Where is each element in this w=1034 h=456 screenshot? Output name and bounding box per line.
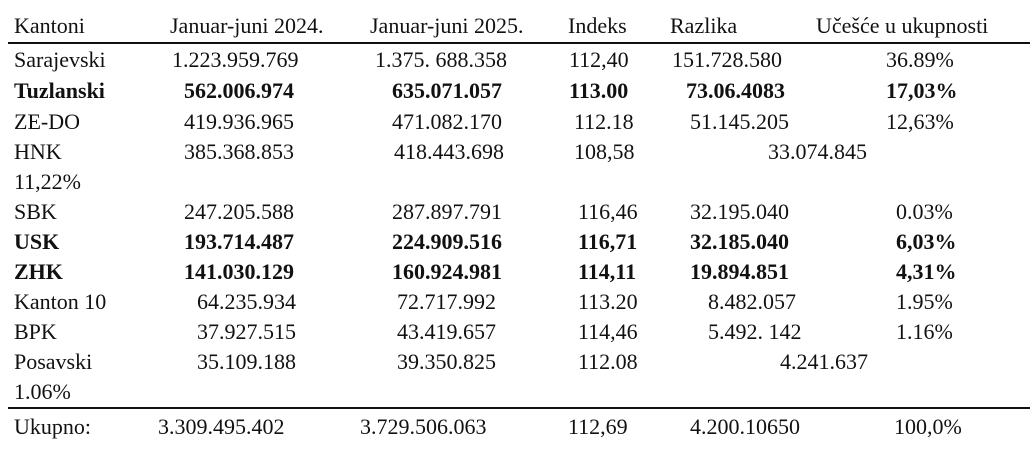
jan-jun-2025-cell: 160.924.981 <box>392 259 502 284</box>
difference-cell: 4.241.637 <box>780 349 868 374</box>
share-cell: 11,22% <box>14 169 82 194</box>
share-cell: 1.95% <box>896 289 953 314</box>
jan-jun-2024-cell: 64.235.934 <box>197 289 296 314</box>
jan-jun-2024-cell: 419.936.965 <box>184 109 294 134</box>
jan-jun-2025-cell: 39.350.825 <box>397 349 496 374</box>
table-rule-top <box>8 42 1030 44</box>
jan-jun-2024-cell: 193.714.487 <box>184 229 294 254</box>
jan-jun-2025-cell: 224.909.516 <box>392 229 502 254</box>
jan-jun-2025-cell: 43.419.657 <box>397 319 496 344</box>
header-canton-cell: Kantoni <box>14 13 85 38</box>
index-cell: 114,11 <box>578 259 637 284</box>
jan-jun-2025-cell: 471.082.170 <box>392 109 502 134</box>
canton-cell: ZHK <box>14 259 63 284</box>
header-difference-cell: Razlika <box>670 13 738 38</box>
index-cell: 112.18 <box>574 109 634 134</box>
header-jan-jun-2024-cell: Januar-juni 2024. <box>170 13 324 38</box>
header-jan-jun-2025-cell: Januar-juni 2025. <box>370 13 524 38</box>
total-share-cell: 100,0% <box>894 414 962 439</box>
difference-cell: 151.728.580 <box>672 47 782 72</box>
header-share-cell: Učešće u ukupnosti <box>816 13 989 38</box>
share-cell: 1.06% <box>14 379 71 404</box>
index-cell: 112,40 <box>569 47 629 72</box>
difference-cell: 8.482.057 <box>708 289 796 314</box>
canton-cell: Posavski <box>14 349 93 374</box>
canton-cell: USK <box>14 229 60 254</box>
jan-jun-2024-cell: 247.205.588 <box>184 199 294 224</box>
jan-jun-2024-cell: 1.223.959.769 <box>172 47 299 72</box>
total-difference-cell: 4.200.10650 <box>690 414 800 439</box>
header-index-cell: Indeks <box>568 13 627 38</box>
total-jan-jun-2024-cell: 3.309.495.402 <box>158 414 285 439</box>
index-cell: 112.08 <box>578 349 638 374</box>
index-cell: 113.00 <box>569 78 629 103</box>
index-cell: 108,58 <box>574 139 635 164</box>
jan-jun-2024-cell: 385.368.853 <box>184 139 294 164</box>
share-cell: 1.16% <box>896 319 953 344</box>
canton-cell: Tuzlanski <box>14 78 105 103</box>
jan-jun-2024-cell: 562.006.974 <box>184 78 294 103</box>
share-cell: 36.89% <box>886 47 954 72</box>
index-cell: 114,46 <box>578 319 638 344</box>
index-cell: 113.20 <box>578 289 638 314</box>
canton-cell: BPK <box>14 319 57 344</box>
difference-cell: 32.185.040 <box>690 229 789 254</box>
canton-cell: Sarajevski <box>14 47 106 72</box>
table-rule-bottom <box>8 407 1030 409</box>
difference-cell: 51.145.205 <box>690 109 789 134</box>
difference-cell: 19.894.851 <box>690 259 789 284</box>
index-cell: 116,71 <box>578 229 638 254</box>
index-cell: 116,46 <box>578 199 638 224</box>
share-cell: 0.03% <box>896 199 953 224</box>
total-canton-cell: Ukupno: <box>14 414 91 439</box>
share-cell: 12,63% <box>886 109 954 134</box>
canton-cell: SBK <box>14 199 57 224</box>
difference-cell: 5.492. 142 <box>708 319 802 344</box>
jan-jun-2025-cell: 1.375. 688.358 <box>375 47 507 72</box>
difference-cell: 33.074.845 <box>768 139 867 164</box>
share-cell: 17,03% <box>886 78 958 103</box>
jan-jun-2024-cell: 37.927.515 <box>197 319 296 344</box>
canton-cell: ZE-DO <box>14 109 80 134</box>
jan-jun-2025-cell: 72.717.992 <box>397 289 496 314</box>
canton-cell: Kanton 10 <box>14 289 107 314</box>
jan-jun-2025-cell: 635.071.057 <box>392 78 502 103</box>
total-index-cell: 112,69 <box>568 414 628 439</box>
share-cell: 6,03% <box>896 229 957 254</box>
jan-jun-2024-cell: 141.030.129 <box>184 259 294 284</box>
jan-jun-2024-cell: 35.109.188 <box>197 349 296 374</box>
canton-cell: HNK <box>14 139 62 164</box>
share-cell: 4,31% <box>896 259 957 284</box>
difference-cell: 73.06.4083 <box>686 78 785 103</box>
total-jan-jun-2025-cell: 3.729.506.063 <box>360 414 487 439</box>
difference-cell: 32.195.040 <box>690 199 789 224</box>
jan-jun-2025-cell: 418.443.698 <box>394 139 504 164</box>
jan-jun-2025-cell: 287.897.791 <box>392 199 502 224</box>
